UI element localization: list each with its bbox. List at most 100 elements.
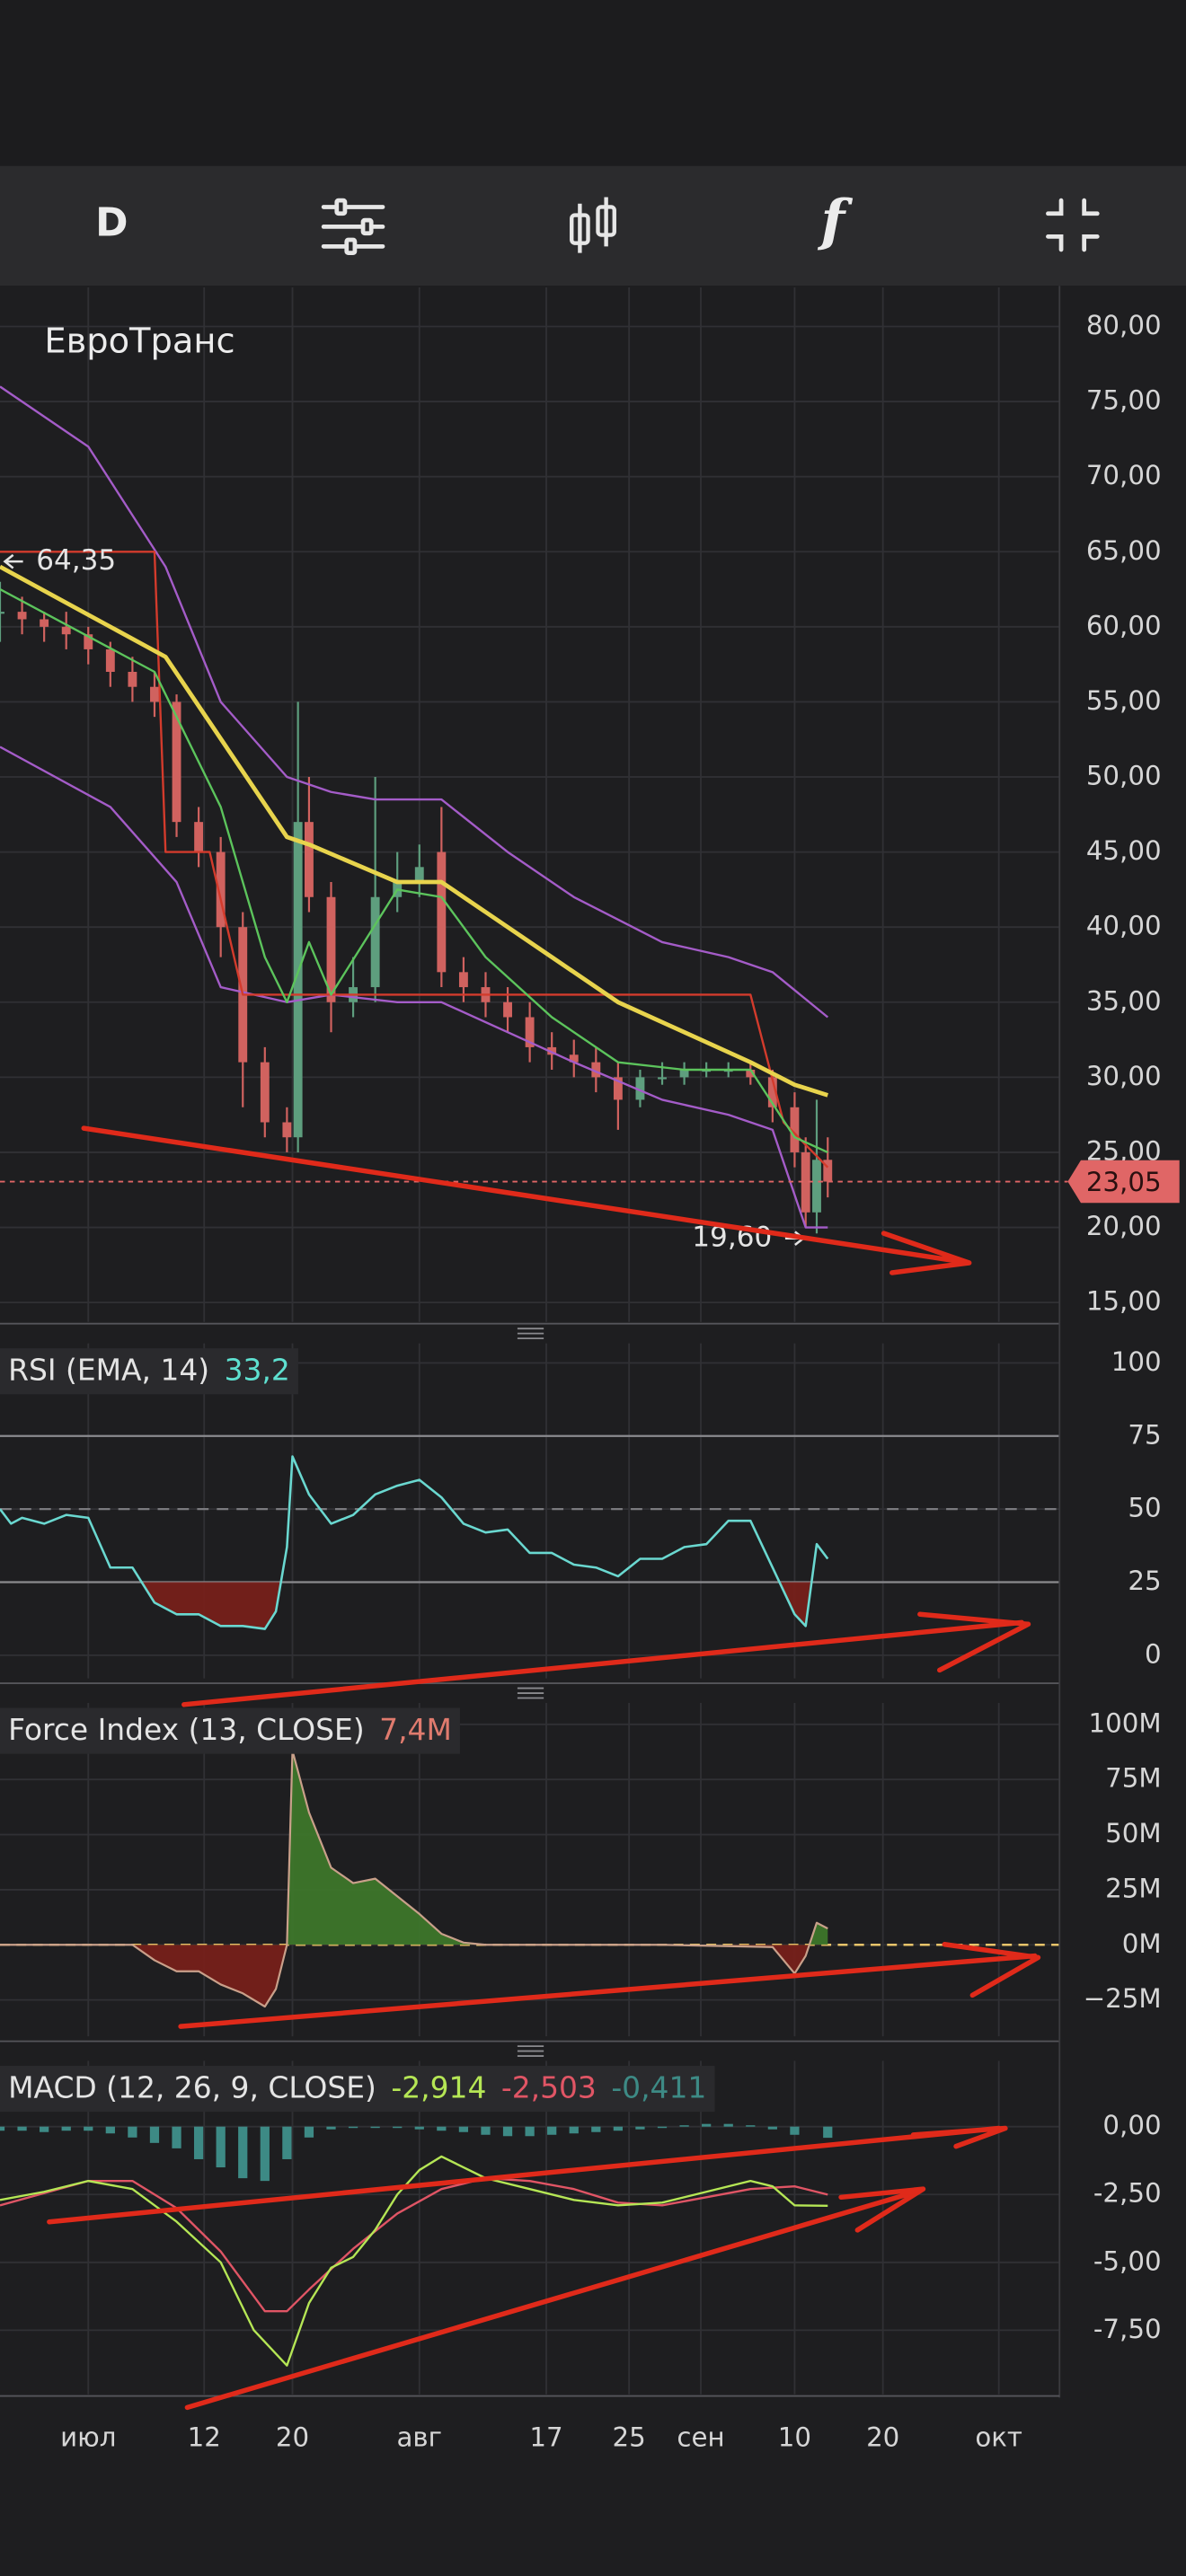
candle-body bbox=[172, 701, 181, 823]
y-tick-label: 55,00 bbox=[1086, 685, 1162, 716]
trendline bbox=[47, 2125, 1008, 2225]
histogram-bar bbox=[767, 2126, 777, 2130]
candle-body bbox=[790, 1107, 800, 1152]
drawn-trendlines bbox=[47, 1125, 1041, 2411]
y-tick-label: 50,00 bbox=[1086, 761, 1162, 791]
indicator-value: 7,4M bbox=[379, 1712, 452, 1747]
histogram-bar bbox=[569, 2126, 579, 2134]
candle-body bbox=[658, 1077, 667, 1080]
trendline bbox=[181, 1611, 1031, 1707]
candle-body bbox=[194, 822, 204, 852]
series-line bbox=[0, 564, 828, 1098]
indicator-value: -2,503 bbox=[501, 2069, 597, 2104]
y-tick-label: 20,00 bbox=[1086, 1211, 1162, 1241]
histogram-bar bbox=[40, 2126, 49, 2132]
resize-handle bbox=[517, 1687, 544, 1699]
y-tick-label: 25 bbox=[1128, 1566, 1161, 1596]
candle-body bbox=[105, 648, 115, 672]
candle-body bbox=[414, 867, 424, 883]
histogram-bar bbox=[0, 2126, 5, 2131]
y-tick-label: 100 bbox=[1111, 1346, 1162, 1377]
candle-body bbox=[569, 1054, 579, 1063]
histogram-bar bbox=[393, 2126, 403, 2129]
settings-button[interactable] bbox=[321, 198, 385, 256]
panel-separator bbox=[0, 1321, 1186, 1344]
histogram-bar bbox=[348, 2126, 358, 2129]
candle-body bbox=[591, 1062, 601, 1078]
y-tick-label: 40,00 bbox=[1086, 911, 1162, 941]
histogram-bar bbox=[17, 2126, 27, 2131]
histogram-bar bbox=[702, 2123, 712, 2127]
candle-body bbox=[801, 1151, 810, 1213]
x-tick-label: авг bbox=[397, 2422, 443, 2453]
candle-body bbox=[613, 1077, 623, 1100]
x-tick-label: 25 bbox=[613, 2422, 646, 2453]
y-tick-label: 75M bbox=[1105, 1763, 1161, 1794]
histogram-bar bbox=[746, 2125, 756, 2127]
candle-body bbox=[305, 822, 314, 897]
x-tick-label: 12 bbox=[188, 2422, 221, 2453]
histogram-bar bbox=[172, 2126, 181, 2148]
trendline bbox=[184, 2186, 926, 2411]
y-tick-label: -7,50 bbox=[1093, 2314, 1162, 2344]
candle-body bbox=[40, 619, 49, 627]
y-tick-label: 70,00 bbox=[1086, 460, 1162, 490]
legend-background bbox=[0, 2066, 715, 2113]
histogram-bar bbox=[790, 2126, 800, 2135]
y-tick-label: 80,00 bbox=[1086, 310, 1162, 340]
resize-handle bbox=[517, 2045, 544, 2057]
histogram-bar bbox=[216, 2126, 226, 2168]
area-fill bbox=[0, 1582, 828, 1629]
status-bar bbox=[0, 0, 1186, 166]
candle-body bbox=[635, 1077, 645, 1100]
y-tick-label: 45,00 bbox=[1086, 835, 1162, 866]
histogram-bar bbox=[481, 2126, 491, 2135]
series-line bbox=[0, 2176, 828, 2313]
histogram-bar bbox=[723, 2123, 733, 2127]
indicator-legend: Force Index (13, CLOSE) 7,4M bbox=[8, 1712, 452, 1747]
x-tick-label: 20 bbox=[866, 2422, 899, 2453]
indicator-value: -2,914 bbox=[391, 2069, 486, 2104]
last-price-label: 23,05 bbox=[1086, 1167, 1162, 1197]
indicator-legend: RSI (EMA, 14) 33,2 bbox=[8, 1352, 290, 1387]
max-price-label: 64,35 bbox=[36, 544, 116, 577]
chart-type-button[interactable] bbox=[570, 197, 616, 253]
candle-body bbox=[458, 972, 468, 988]
histogram-bar bbox=[679, 2125, 689, 2127]
plot: 80,00 75,00 70,00 65,00 60,00 55,00 50,00 45,00… bbox=[0, 286, 1186, 2453]
histogram-bar bbox=[525, 2126, 535, 2137]
toolbar bbox=[0, 165, 1186, 287]
histogram-bar bbox=[61, 2126, 71, 2131]
y-tick-label: 35,00 bbox=[1086, 985, 1162, 1016]
chart-area bbox=[0, 286, 1186, 2576]
candle-body bbox=[547, 1046, 557, 1055]
candle-body bbox=[812, 1160, 821, 1213]
candle-body bbox=[128, 671, 137, 687]
chart-title: ЕвроТранс bbox=[44, 322, 235, 362]
last-price-tag bbox=[1067, 1160, 1180, 1204]
y-tick-label: 15,00 bbox=[1086, 1286, 1162, 1317]
panel-separator bbox=[0, 2039, 1186, 2061]
candle-body bbox=[326, 896, 336, 1002]
x-tick-label: 10 bbox=[778, 2422, 811, 2453]
histogram-bar bbox=[282, 2126, 292, 2159]
y-tick-label: 75,00 bbox=[1086, 385, 1162, 416]
fullscreen-button[interactable] bbox=[1046, 198, 1100, 252]
candle-body bbox=[150, 686, 159, 702]
y-tick-label: 50 bbox=[1128, 1493, 1161, 1523]
legend-background bbox=[0, 1348, 298, 1395]
y-tick-label: -2,50 bbox=[1093, 2178, 1162, 2209]
trendline bbox=[81, 1125, 972, 1275]
histogram-bar bbox=[370, 2126, 380, 2129]
candle-body bbox=[525, 1017, 535, 1047]
indicator-name: MACD (12, 26, 9, CLOSE) bbox=[8, 2069, 376, 2104]
y-tick-label: 0M bbox=[1122, 1928, 1162, 1959]
y-tick-label: 50M bbox=[1105, 1818, 1161, 1848]
series-line bbox=[0, 745, 828, 1229]
timeframe-button[interactable]: D bbox=[95, 200, 128, 246]
x-tick-label: июл bbox=[60, 2422, 116, 2453]
candle-body bbox=[0, 612, 4, 614]
indicator-name: Force Index (13, CLOSE) bbox=[8, 1712, 365, 1747]
indicator-value: 33,2 bbox=[225, 1352, 290, 1387]
